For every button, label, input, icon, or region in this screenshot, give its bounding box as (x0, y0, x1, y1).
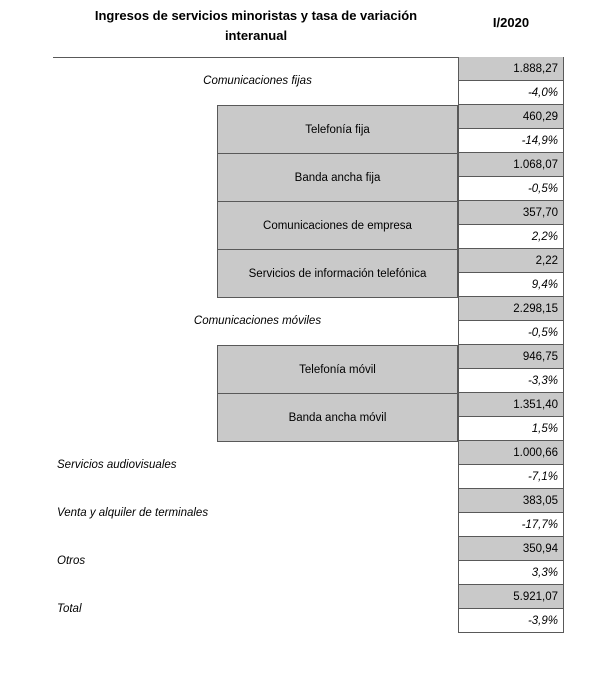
value-cells: 383,05 -17,7% (458, 489, 564, 537)
row-label: Telefonía fija (305, 123, 370, 136)
value-cells: 1.888,27 -4,0% (458, 57, 564, 105)
yoy-pct-cell: 1,5% (459, 417, 563, 441)
value-cells: 2,22 9,4% (458, 249, 564, 297)
revenue-cell: 5.921,07 (459, 585, 563, 609)
value-cells: 5.921,07 -3,9% (458, 585, 564, 633)
row-label-zone: Otros (0, 537, 458, 585)
table-row-comunicaciones-moviles: Comunicaciones móviles 2.298,15 -0,5% (0, 297, 564, 345)
row-label: Total (57, 603, 82, 615)
revenue-cell: 1.351,40 (459, 393, 563, 417)
row-label-zone: Comunicaciones móviles (0, 297, 458, 345)
value-cells: 1.000,66 -7,1% (458, 441, 564, 489)
row-label: Banda ancha móvil (288, 411, 387, 424)
yoy-pct-cell: -3,3% (459, 369, 563, 393)
revenue-cell: 2.298,15 (459, 297, 563, 321)
table-row-total: Total 5.921,07 -3,9% (0, 585, 564, 633)
revenue-cell: 1.888,27 (459, 57, 563, 81)
row-label-zone: Servicios audiovisuales (0, 441, 458, 489)
revenue-cell: 2,22 (459, 249, 563, 273)
value-cells: 946,75 -3,3% (458, 345, 564, 393)
revenue-cell: 383,05 (459, 489, 563, 513)
data-table: Comunicaciones fijas 1.888,27 -4,0% Tele… (0, 57, 564, 633)
row-label: Venta y alquiler de terminales (57, 507, 209, 519)
yoy-pct-cell: -17,7% (459, 513, 563, 537)
yoy-pct-cell: -4,0% (459, 81, 563, 105)
table-row-comunicaciones-de-empresa: Comunicaciones de empresa 357,70 2,2% (0, 201, 564, 250)
value-cells: 2.298,15 -0,5% (458, 297, 564, 345)
table-row-telefonia-movil: Telefonía móvil 946,75 -3,3% (0, 345, 564, 394)
table-row-banda-ancha-movil: Banda ancha móvil 1.351,40 1,5% (0, 393, 564, 442)
sub-label-block: Comunicaciones de empresa (217, 201, 458, 250)
table-row-comunicaciones-fijas: Comunicaciones fijas 1.888,27 -4,0% (0, 57, 564, 105)
sub-label-block: Telefonía móvil (217, 345, 458, 394)
value-cells: 357,70 2,2% (458, 201, 564, 249)
revenue-cell: 946,75 (459, 345, 563, 369)
yoy-pct-cell: 3,3% (459, 561, 563, 585)
row-label: Otros (57, 555, 86, 567)
row-label-zone: Comunicaciones de empresa (0, 201, 458, 250)
row-label: Comunicaciones fijas (203, 75, 312, 87)
revenue-cell: 357,70 (459, 201, 563, 225)
yoy-pct-cell: 9,4% (459, 273, 563, 297)
sub-label-block: Telefonía fija (217, 105, 458, 154)
table-row-otros: Otros 350,94 3,3% (0, 537, 564, 585)
value-cells: 1.068,07 -0,5% (458, 153, 564, 201)
row-label-zone: Total (0, 585, 458, 633)
revenue-cell: 460,29 (459, 105, 563, 129)
table-row-telefonia-fija: Telefonía fija 460,29 -14,9% (0, 105, 564, 154)
yoy-pct-cell: -0,5% (459, 321, 563, 345)
yoy-pct-cell: 2,2% (459, 225, 563, 249)
row-label: Comunicaciones móviles (193, 315, 322, 327)
table-row-venta-alquiler-terminales: Venta y alquiler de terminales 383,05 -1… (0, 489, 564, 537)
value-cells: 460,29 -14,9% (458, 105, 564, 153)
row-label-zone: Banda ancha fija (0, 153, 458, 202)
table-top-border (53, 57, 564, 58)
table-row-banda-ancha-fija: Banda ancha fija 1.068,07 -0,5% (0, 153, 564, 202)
yoy-pct-cell: -14,9% (459, 129, 563, 153)
sub-label-block: Banda ancha móvil (217, 393, 458, 442)
value-cells: 1.351,40 1,5% (458, 393, 564, 441)
row-label: Servicios audiovisuales (57, 459, 177, 471)
row-label: Banda ancha fija (294, 171, 381, 184)
period-column-header: I/2020 (492, 15, 530, 30)
sub-label-block: Servicios de información telefónica (217, 249, 458, 298)
row-label-zone: Venta y alquiler de terminales (0, 489, 458, 537)
yoy-pct-cell: -3,9% (459, 609, 563, 633)
table-title-line1: Ingresos de servicios minoristas y tasa … (94, 8, 418, 23)
table-row-servicios-informacion-telefonica: Servicios de información telefónica 2,22… (0, 249, 564, 298)
row-label: Servicios de información telefónica (248, 267, 427, 280)
row-label-zone: Comunicaciones fijas (0, 57, 458, 105)
revenue-cell: 350,94 (459, 537, 563, 561)
sub-label-block: Banda ancha fija (217, 153, 458, 202)
value-cells: 350,94 3,3% (458, 537, 564, 585)
row-label-zone: Servicios de información telefónica (0, 249, 458, 298)
yoy-pct-cell: -0,5% (459, 177, 563, 201)
revenue-cell: 1.000,66 (459, 441, 563, 465)
row-label: Telefonía móvil (299, 363, 376, 376)
row-label-zone: Banda ancha móvil (0, 393, 458, 442)
yoy-pct-cell: -7,1% (459, 465, 563, 489)
revenue-cell: 1.068,07 (459, 153, 563, 177)
row-label: Comunicaciones de empresa (263, 219, 412, 232)
table-title-line2: interanual (224, 28, 288, 43)
row-label-zone: Telefonía móvil (0, 345, 458, 394)
table-title: Ingresos de servicios minoristas y tasa … (50, 6, 462, 46)
row-label-zone: Telefonía fija (0, 105, 458, 154)
table-row-servicios-audiovisuales: Servicios audiovisuales 1.000,66 -7,1% (0, 441, 564, 489)
